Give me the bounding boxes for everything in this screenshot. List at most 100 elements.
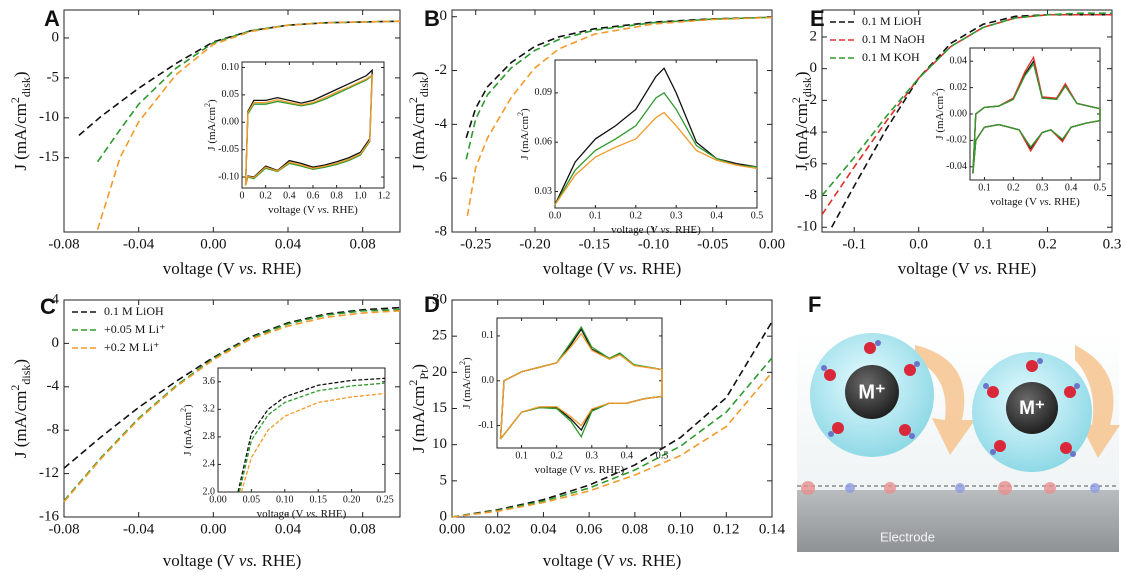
panel-letter: B [424, 6, 440, 31]
label-part: 2 [203, 103, 212, 107]
flow-arrow [915, 345, 975, 455]
label-part: RHE) [318, 508, 347, 520]
label-part: 2 [931, 92, 940, 96]
label-part: disk [19, 365, 33, 385]
series-line [451, 321, 773, 518]
x-axis-label: voltage (V vs. RHE) [535, 464, 625, 476]
y-tick-label: 0.06 [535, 137, 553, 148]
x-tick-label: 0.15 [309, 494, 327, 505]
legend-label: 0.1 M LiOH [104, 304, 164, 318]
y-tick-label: -0.05 [218, 144, 239, 155]
label-part: J (mA/cm [206, 107, 218, 151]
y-tick-label: 0.02 [950, 82, 968, 93]
label-part: 2 [789, 97, 803, 103]
x-tick-label: 0.25 [376, 494, 394, 505]
label-part: voltage (V [163, 259, 239, 278]
y-tick-label: 30 [432, 291, 447, 307]
label-part: RHE) [257, 259, 301, 278]
series-line [237, 377, 386, 493]
label-part: vs. [660, 224, 672, 236]
x-tick-label: 0.8 [330, 190, 343, 201]
y-tick-label: 0.05 [222, 89, 240, 100]
series-line [830, 13, 1112, 228]
series-line [554, 92, 758, 206]
y-tick-label: -2 [435, 62, 448, 78]
x-tick-label: 0.5 [751, 210, 764, 221]
x-tick-label: 0.4 [710, 210, 723, 221]
label-part: ) [11, 71, 30, 77]
label-part: disk [19, 77, 33, 97]
label-part: vs. [306, 508, 318, 520]
label-part: J (mA/cm [409, 386, 428, 454]
y-tick-label: -6 [435, 170, 448, 186]
y-tick-label: 2.8 [203, 431, 216, 442]
label-part: J (mA/cm [11, 103, 30, 171]
y-tick-label: -5 [47, 69, 60, 85]
x-tick-label: -0.04 [123, 236, 155, 252]
y-axis-label: J (mA/cm2disk) [8, 71, 33, 170]
x-tick-label: 0.1 [974, 236, 993, 252]
label-part: voltage (V [543, 259, 619, 278]
label-part: 2 [516, 112, 525, 116]
label-part: 2 [406, 97, 420, 103]
y-axis-label: J (mA/cm2) [931, 88, 946, 140]
label-part: vs. [619, 551, 637, 570]
x-tick-label: 0.04 [530, 521, 557, 537]
y-tick-label: 0 [440, 508, 448, 524]
label-part: vs. [1039, 196, 1051, 208]
y-tick-label: 0 [52, 335, 60, 351]
legend-label: +0.2 M Li⁺ [104, 340, 159, 354]
series-line [972, 62, 1101, 174]
y-tick-label: 0.04 [950, 55, 968, 66]
electrode-label: Electrode [880, 529, 935, 544]
y-axis-label: J (mA/cm2) [203, 99, 218, 151]
label-part: 2 [406, 380, 420, 386]
y-tick-label: 0.09 [535, 87, 553, 98]
x-tick-label: 0.00 [209, 494, 227, 505]
y-axis-label: J (mA/cm2) [458, 357, 473, 409]
x-tick-label: 0.3 [586, 450, 599, 461]
series-line [554, 111, 758, 206]
x-tick-label: 1.0 [354, 190, 367, 201]
x-axis-label: voltage (V vs. RHE) [543, 551, 682, 570]
y-tick-label: -4 [805, 124, 818, 140]
x-axis-label: voltage (V vs. RHE) [543, 259, 682, 278]
y-axis-label: J (mA/cm2) [179, 404, 194, 456]
label-part: ) [934, 88, 946, 92]
cation-label: M⁺ [1019, 398, 1045, 419]
y-tick-label: 5 [440, 472, 448, 488]
label-part: ) [206, 99, 218, 103]
x-tick-label: -0.20 [519, 236, 550, 252]
x-tick-label: 0.2 [550, 450, 563, 461]
x-tick-label: 0.08 [622, 521, 648, 537]
label-part: voltage (V [990, 196, 1039, 208]
series-line [244, 68, 373, 186]
x-tick-label: -0.1 [842, 236, 866, 252]
legend-label: 0.1 M LiOH [862, 14, 922, 28]
panel-letter: D [424, 292, 440, 317]
y-tick-label: -4 [47, 378, 60, 394]
x-axis-label: voltage (V vs. RHE) [268, 204, 358, 216]
x-tick-label: 0.0 [549, 210, 562, 221]
x-tick-label: 0.6 [307, 190, 320, 201]
label-part: ) [792, 71, 811, 77]
label-part: RHE) [637, 551, 681, 570]
label-part: 2 [179, 408, 188, 412]
y-tick-label: 2.0 [203, 486, 216, 497]
label-part: vs. [317, 204, 329, 216]
y-tick-label: -10 [797, 219, 817, 235]
x-tick-label: 0.00 [200, 521, 226, 537]
electrode [797, 490, 1119, 552]
x-tick-label: 0.0 [909, 236, 928, 252]
x-tick-label: 0.2 [1007, 182, 1020, 193]
legend-label: +0.05 M Li⁺ [104, 322, 165, 336]
y-axis-label: J (mA/cm2Pt) [406, 364, 431, 453]
label-part: 2 [8, 97, 22, 103]
series-line [499, 332, 663, 440]
water-molecules [801, 340, 1100, 495]
label-part: RHE) [1051, 196, 1080, 208]
x-tick-label: 0.2 [1038, 236, 1057, 252]
x-tick-label: -0.04 [123, 521, 155, 537]
label-part: RHE) [329, 204, 358, 216]
y-tick-label: -0.10 [218, 171, 239, 182]
